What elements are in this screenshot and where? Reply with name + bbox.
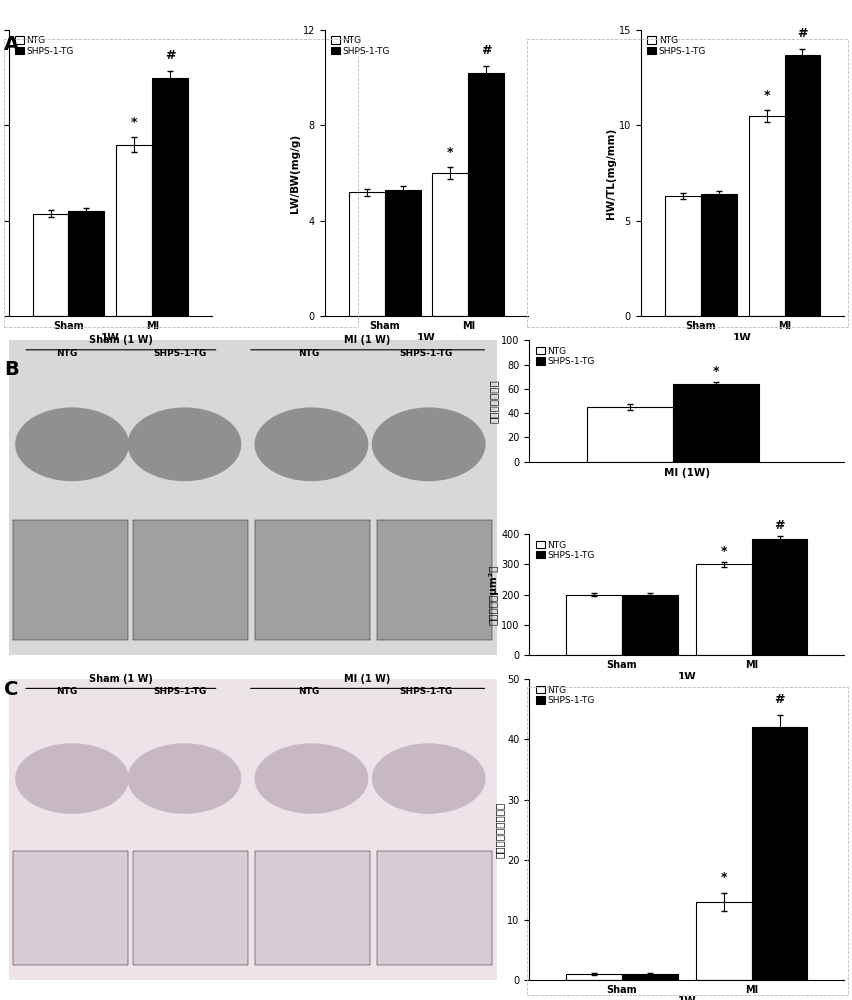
- Text: *: *: [131, 116, 137, 129]
- Y-axis label: HW/TL(mg/mm): HW/TL(mg/mm): [605, 128, 615, 219]
- Bar: [621, 595, 676, 655]
- Legend: NTG, SHPS-1-TG: NTG, SHPS-1-TG: [644, 35, 707, 57]
- Bar: [695, 902, 751, 980]
- Text: NTG: NTG: [298, 687, 320, 696]
- X-axis label: 1W: 1W: [417, 333, 435, 343]
- Text: NTG: NTG: [56, 687, 78, 696]
- Bar: [133, 520, 248, 640]
- Bar: [784, 55, 820, 316]
- Text: *: *: [711, 365, 718, 378]
- Text: MI (1 W): MI (1 W): [344, 335, 390, 345]
- Bar: [695, 564, 751, 655]
- Bar: [751, 727, 807, 980]
- Bar: [68, 211, 104, 316]
- Circle shape: [372, 408, 484, 481]
- Bar: [671, 384, 757, 462]
- Text: #: #: [165, 49, 176, 62]
- Bar: [566, 974, 621, 980]
- Circle shape: [128, 408, 240, 481]
- Legend: NTG, SHPS-1-TG: NTG, SHPS-1-TG: [13, 35, 76, 57]
- Bar: [133, 851, 248, 965]
- Bar: [255, 851, 370, 965]
- Bar: [14, 851, 128, 965]
- Bar: [348, 192, 384, 316]
- Text: SHPS-1-TG: SHPS-1-TG: [153, 687, 206, 696]
- Text: SHPS-1-TG: SHPS-1-TG: [400, 349, 452, 358]
- Legend: NTG, SHPS-1-TG: NTG, SHPS-1-TG: [533, 684, 596, 707]
- Text: B: B: [4, 360, 19, 379]
- Text: SHPS-1-TG: SHPS-1-TG: [400, 687, 452, 696]
- Circle shape: [128, 744, 240, 813]
- Bar: [468, 73, 504, 316]
- Text: #: #: [481, 44, 491, 57]
- Y-axis label: 横截面积（μm²）: 横截面积（μm²）: [487, 564, 498, 625]
- Text: A: A: [4, 35, 20, 54]
- Circle shape: [16, 408, 128, 481]
- X-axis label: 1W: 1W: [676, 672, 695, 682]
- Legend: NTG, SHPS-1-TG: NTG, SHPS-1-TG: [533, 345, 596, 368]
- Text: *: *: [720, 545, 727, 558]
- Y-axis label: 左室胶原比例（％）: 左室胶原比例（％）: [494, 802, 504, 858]
- X-axis label: 1W: 1W: [732, 333, 751, 343]
- Bar: [751, 539, 807, 655]
- Text: #: #: [797, 27, 807, 40]
- Text: Sham (1 W): Sham (1 W): [89, 674, 153, 684]
- Text: C: C: [4, 680, 19, 699]
- Bar: [384, 190, 420, 316]
- Legend: NTG, SHPS-1-TG: NTG, SHPS-1-TG: [329, 35, 391, 57]
- Bar: [117, 145, 153, 316]
- Text: *: *: [720, 871, 727, 884]
- Bar: [432, 173, 468, 316]
- Bar: [377, 851, 492, 965]
- Legend: NTG, SHPS-1-TG: NTG, SHPS-1-TG: [533, 539, 596, 562]
- Bar: [664, 196, 699, 316]
- Circle shape: [372, 744, 484, 813]
- Text: MI (1 W): MI (1 W): [344, 674, 390, 684]
- Y-axis label: 梗死比例（％）: 梗死比例（％）: [488, 379, 498, 423]
- Circle shape: [255, 744, 367, 813]
- Text: #: #: [774, 519, 784, 532]
- X-axis label: 1W: 1W: [101, 333, 120, 343]
- Text: SHPS-1-TG: SHPS-1-TG: [153, 349, 206, 358]
- Bar: [586, 407, 671, 462]
- Text: Sham (1 W): Sham (1 W): [89, 335, 153, 345]
- Bar: [566, 595, 621, 655]
- Bar: [255, 520, 370, 640]
- Bar: [14, 520, 128, 640]
- Bar: [748, 116, 784, 316]
- Text: *: *: [763, 89, 769, 102]
- Text: NTG: NTG: [56, 349, 78, 358]
- Bar: [153, 78, 188, 316]
- Text: *: *: [446, 146, 453, 159]
- Y-axis label: LW/BW(mg/g): LW/BW(mg/g): [290, 134, 299, 213]
- Bar: [377, 520, 492, 640]
- Circle shape: [255, 408, 367, 481]
- Text: #: #: [774, 693, 784, 706]
- Circle shape: [16, 744, 128, 813]
- X-axis label: MI (1W): MI (1W): [663, 468, 709, 478]
- X-axis label: 1W: 1W: [676, 996, 695, 1000]
- Text: NTG: NTG: [298, 349, 320, 358]
- Bar: [32, 214, 68, 316]
- Bar: [699, 194, 735, 316]
- Bar: [621, 974, 676, 980]
